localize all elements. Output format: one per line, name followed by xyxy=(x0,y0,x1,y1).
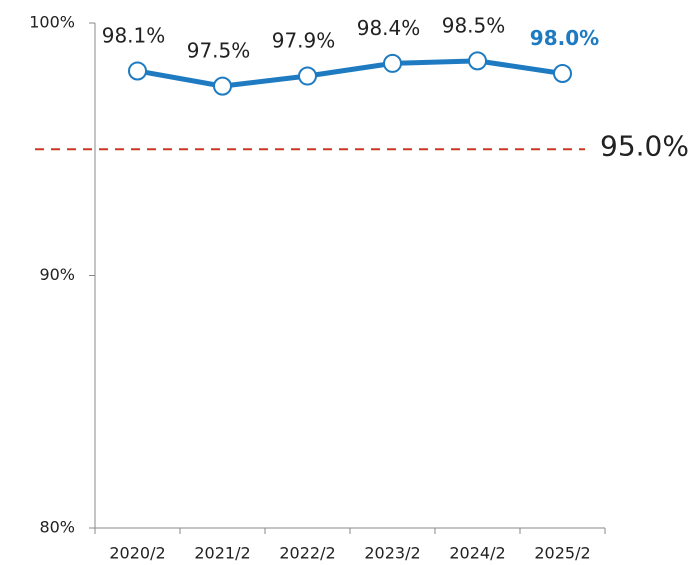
data-point xyxy=(383,53,402,73)
data-point xyxy=(298,66,317,86)
data-point xyxy=(553,64,572,83)
data-label: 98.5% xyxy=(442,13,506,37)
data-label: 98.1% xyxy=(102,23,166,47)
data-label: 98.4% xyxy=(357,16,421,40)
y-tick-label: 80% xyxy=(39,518,75,537)
x-tick-label: 2025/2 xyxy=(534,544,590,563)
reference-label: 95.0% xyxy=(600,129,689,162)
x-tick-label: 2023/2 xyxy=(364,544,420,563)
data-point xyxy=(213,76,232,96)
data-label: 97.9% xyxy=(272,29,336,53)
data-point xyxy=(468,51,487,71)
x-tick-label: 2022/2 xyxy=(279,544,335,563)
data-label: 97.5% xyxy=(187,39,251,63)
x-tick-label: 2024/2 xyxy=(449,544,505,563)
y-tick-label: 90% xyxy=(39,265,75,284)
y-tick-label: 100% xyxy=(29,13,75,32)
series-line xyxy=(137,58,563,89)
data-point xyxy=(128,61,147,81)
x-tick-label: 2021/2 xyxy=(194,544,250,563)
data-label: 98.0% xyxy=(530,26,599,50)
x-tick-label: 2020/2 xyxy=(109,544,165,563)
